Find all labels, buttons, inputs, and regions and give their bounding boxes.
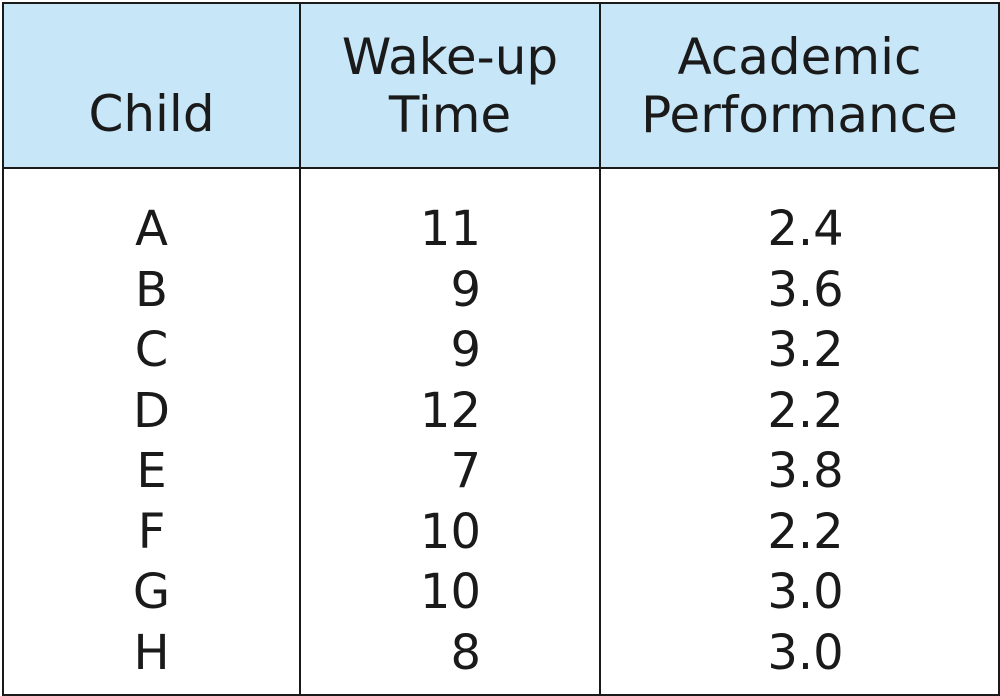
data-table: Child Wake-up Time Academic Performance … (4, 4, 998, 694)
header-perf-line-1: Academic (677, 27, 922, 86)
header-academic-performance: Academic Performance (600, 4, 998, 169)
header-wake-up-time: Wake-up Time (300, 4, 601, 169)
academic-performance-cell: 3.0 (767, 564, 844, 620)
child-cell: C (134, 322, 169, 378)
child-cell: B (135, 261, 168, 318)
table-header-row: Child Wake-up Time Academic Performance (4, 4, 998, 169)
child-cell: A (135, 201, 168, 257)
academic-performance-cell: 2.2 (767, 503, 844, 560)
header-perf-line-2: Performance (641, 85, 958, 144)
academic-performance-column-stack: 2.4 3.6 3.2 2.2 3.8 2.2 3.0 3.0 (601, 169, 998, 683)
wake-up-time-cell: 12 (419, 382, 481, 439)
wake-up-time-cell: 9 (450, 322, 481, 378)
academic-performance-cell: 2.4 (767, 201, 844, 257)
wake-up-time-cell: 10 (419, 564, 481, 620)
academic-performance-cell: 2.2 (767, 382, 844, 439)
wake-up-time-column: 11 9 9 12 7 10 10 8 (300, 168, 601, 694)
child-cell: D (133, 382, 170, 439)
header-wake-line-2: Time (388, 85, 512, 144)
child-cell: G (132, 564, 171, 620)
header-child: Child (4, 4, 301, 169)
child-cell: H (133, 624, 170, 681)
academic-performance-cell: 3.8 (767, 443, 844, 499)
child-cell: F (137, 503, 166, 560)
academic-performance-cell: 3.2 (767, 322, 844, 378)
wake-up-time-cell: 10 (419, 503, 481, 560)
wake-up-time-cell: 9 (450, 261, 481, 318)
child-cell: E (136, 443, 167, 499)
academic-performance-column: 2.4 3.6 3.2 2.2 3.8 2.2 3.0 3.0 (600, 168, 998, 694)
wake-up-time-column-stack: 11 9 9 12 7 10 10 8 (301, 169, 599, 683)
academic-performance-cell: 3.0 (767, 624, 844, 681)
wake-up-time-cell: 8 (450, 624, 481, 681)
header-child-line-1: Child (88, 85, 215, 143)
academic-performance-cell: 3.6 (767, 261, 844, 318)
wake-up-time-cell: 11 (419, 201, 481, 257)
wake-up-time-cell: 7 (450, 443, 481, 499)
header-wake-line-1: Wake-up (341, 27, 559, 86)
